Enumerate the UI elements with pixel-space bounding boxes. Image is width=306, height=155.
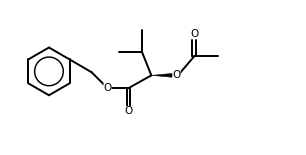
Polygon shape	[151, 73, 173, 77]
Text: O: O	[172, 70, 181, 80]
Text: O: O	[124, 106, 132, 116]
Text: O: O	[190, 29, 198, 39]
Text: O: O	[103, 83, 112, 93]
